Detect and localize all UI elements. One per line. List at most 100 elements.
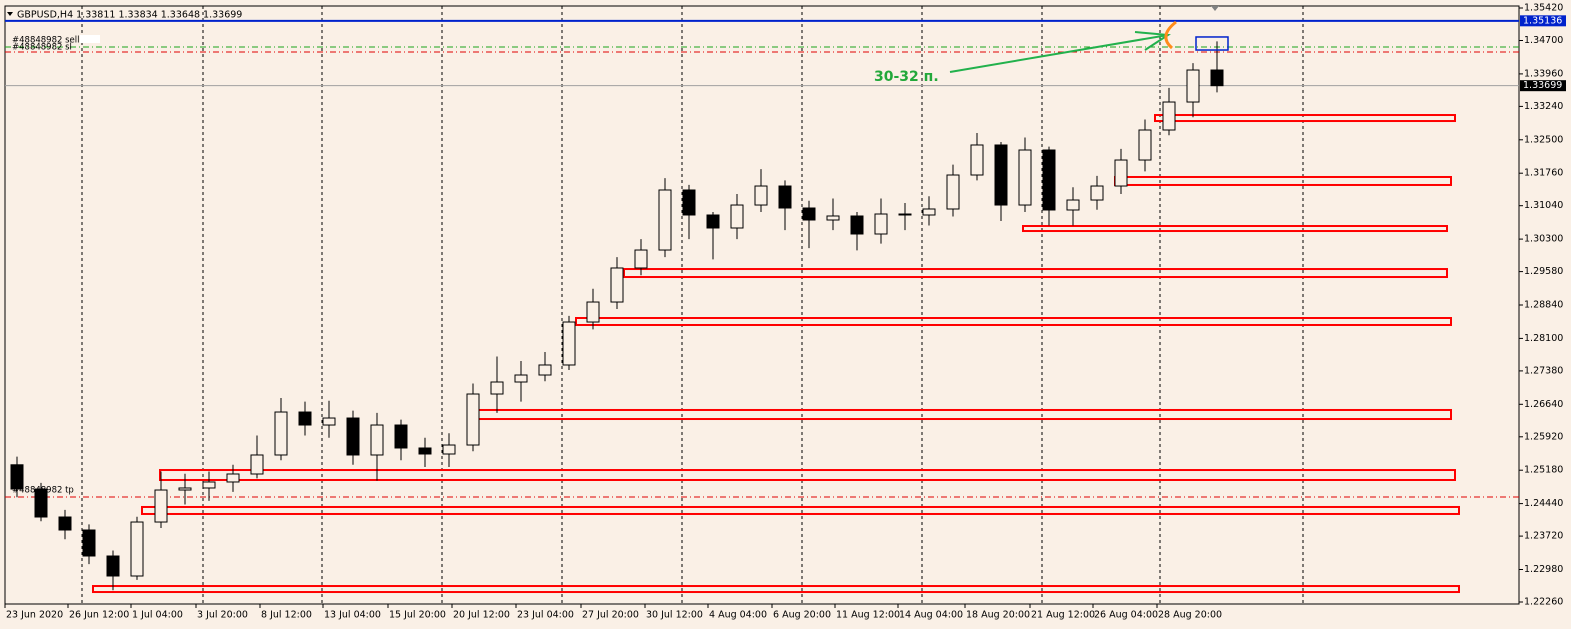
x-tick-label: 30 Jul 12:00 bbox=[646, 610, 703, 621]
y-tick-label: 1.31760 bbox=[1524, 168, 1563, 179]
y-tick-label: 1.23720 bbox=[1524, 531, 1563, 542]
candle-body bbox=[610, 267, 624, 303]
y-tick-label: 1.25180 bbox=[1524, 465, 1563, 476]
price-label-box bbox=[1520, 15, 1566, 27]
y-tick-label: 1.29580 bbox=[1524, 266, 1563, 277]
y-tick-label: 1.35420 bbox=[1524, 3, 1563, 14]
candle-body bbox=[322, 417, 336, 426]
marks-layer bbox=[10, 36, 1460, 594]
label-box bbox=[80, 35, 100, 43]
arrow-shaft bbox=[949, 34, 1169, 73]
candle-body bbox=[586, 301, 600, 323]
y-tick-label: 1.22260 bbox=[1524, 597, 1563, 608]
candle-body bbox=[538, 364, 552, 376]
candle-body bbox=[418, 447, 432, 455]
candle-body bbox=[130, 521, 144, 577]
bracket bbox=[1164, 20, 1177, 50]
y-tick-label: 1.28100 bbox=[1524, 333, 1563, 344]
x-tick-label: 20 Jul 12:00 bbox=[453, 610, 510, 621]
x-tick-label: 18 Aug 20:00 bbox=[966, 610, 1030, 621]
candle-body bbox=[802, 207, 816, 221]
y-tick-label: 1.33960 bbox=[1524, 68, 1563, 79]
y-tick-label: 1.26640 bbox=[1524, 399, 1563, 410]
candle-body bbox=[1186, 69, 1200, 103]
candle-body bbox=[1018, 149, 1032, 206]
candle-body bbox=[154, 489, 168, 523]
x-tick-label: 13 Jul 04:00 bbox=[324, 610, 381, 621]
candle-body bbox=[850, 215, 864, 235]
candle-body bbox=[1162, 101, 1176, 131]
x-tick-label: 4 Aug 04:00 bbox=[709, 610, 767, 621]
candle-body bbox=[658, 189, 672, 251]
candle-body bbox=[490, 381, 504, 395]
candle-body bbox=[514, 374, 528, 383]
y-tick-label: 1.30300 bbox=[1524, 234, 1563, 245]
candle-body bbox=[226, 473, 240, 483]
candle-body bbox=[1066, 199, 1080, 211]
zone bbox=[92, 585, 1460, 594]
x-tick-label: 26 Jun 12:00 bbox=[69, 610, 129, 621]
candle-body bbox=[826, 215, 840, 221]
shift-marker bbox=[1211, 6, 1219, 11]
candle-body bbox=[10, 464, 24, 490]
candle-body bbox=[682, 189, 696, 216]
order-label: #48848982 sell bbox=[12, 35, 79, 45]
zone bbox=[623, 268, 1448, 279]
overlay-layer: 30-32 п. bbox=[874, 20, 1177, 85]
y-tick-label: 1.24440 bbox=[1524, 498, 1563, 509]
candle-body bbox=[370, 424, 384, 456]
x-tick-label: 23 Jul 04:00 bbox=[517, 610, 574, 621]
candle-body bbox=[178, 487, 192, 491]
candle-body bbox=[82, 529, 96, 557]
candle-body bbox=[970, 144, 984, 176]
candle-body bbox=[778, 185, 792, 209]
zone bbox=[575, 316, 1452, 326]
candle-body bbox=[466, 393, 480, 446]
zone bbox=[159, 469, 1456, 481]
candle-body bbox=[442, 444, 456, 455]
zone bbox=[1022, 225, 1448, 233]
candle-body bbox=[946, 174, 960, 210]
x-tick-label: 15 Jul 20:00 bbox=[389, 610, 446, 621]
y-tick-label: 1.34700 bbox=[1524, 35, 1563, 46]
candle-body bbox=[874, 213, 888, 235]
arrow-head bbox=[1134, 31, 1171, 51]
order-label: #48848982 sl bbox=[12, 43, 72, 53]
y-tick-label: 1.28840 bbox=[1524, 300, 1563, 311]
x-tick-label: 11 Aug 12:00 bbox=[836, 610, 900, 621]
y-tick-label: 1.32500 bbox=[1524, 134, 1563, 145]
candle-body bbox=[1210, 69, 1224, 87]
y-tick-label: 1.22980 bbox=[1524, 564, 1563, 575]
annotation: 30-32 п. bbox=[874, 69, 939, 85]
candle-body bbox=[922, 208, 936, 216]
candle-body bbox=[730, 204, 744, 229]
x-tick-label: 26 Aug 04:00 bbox=[1094, 610, 1158, 621]
candle-body bbox=[898, 213, 912, 216]
candle-body bbox=[106, 555, 120, 577]
bid-label: 1.33699 bbox=[1523, 80, 1562, 91]
x-tick-label: 1 Jul 04:00 bbox=[132, 610, 183, 621]
axes-layer: 1.35420 1.34700 1.33960 1.33240 1.32500 1.317… bbox=[4, 3, 1566, 621]
header: GBPUSD,H4 1.33811 1.33834 1.33648 1.3369… bbox=[17, 10, 242, 21]
candle-body bbox=[706, 214, 720, 229]
candle-body bbox=[250, 454, 264, 475]
x-tick-label: 23 Jun 2020 bbox=[6, 610, 63, 621]
bid-label-box bbox=[1520, 80, 1566, 92]
y-tick-label: 1.25920 bbox=[1524, 431, 1563, 442]
x-tick-label: 28 Aug 20:00 bbox=[1158, 610, 1222, 621]
y-tick-label: 1.33240 bbox=[1524, 101, 1563, 112]
candle-body bbox=[394, 424, 408, 449]
candle-body bbox=[274, 411, 288, 456]
candle-body bbox=[754, 185, 768, 206]
candle-body bbox=[1138, 129, 1152, 161]
x-tick-label: 6 Aug 20:00 bbox=[773, 610, 831, 621]
candle-body bbox=[994, 144, 1008, 206]
candle-body bbox=[562, 321, 576, 366]
x-tick-label: 3 Jul 20:00 bbox=[197, 610, 248, 621]
y-tick-label: 1.31040 bbox=[1524, 200, 1563, 211]
candle-body bbox=[1042, 149, 1056, 211]
menu-triangle[interactable] bbox=[7, 12, 13, 16]
candle-body bbox=[34, 488, 48, 518]
